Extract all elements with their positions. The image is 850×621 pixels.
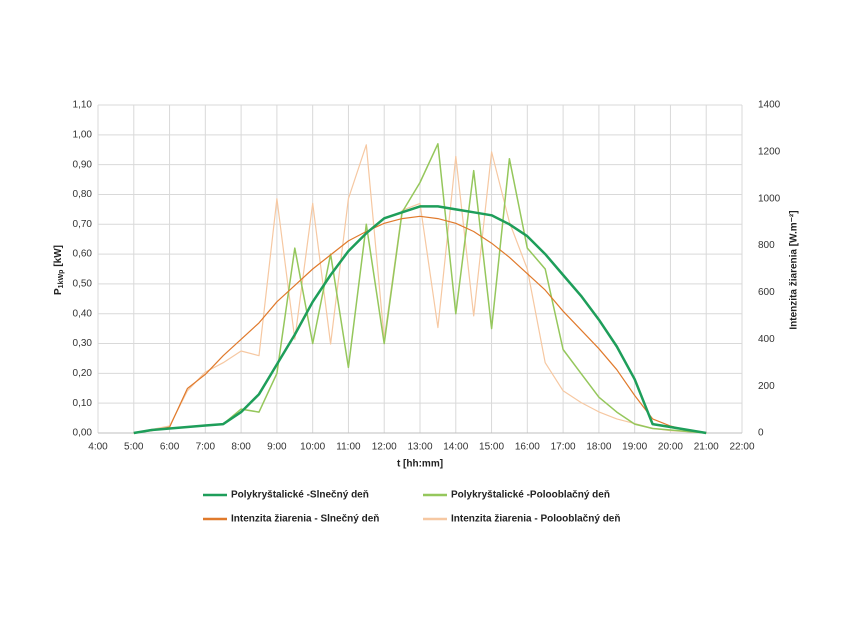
y2-tick-label: 1400	[758, 100, 781, 111]
legend-label: Intenzita žiarenia - Polooblačný deň	[451, 514, 620, 525]
x-tick-label: 6:00	[160, 442, 180, 453]
y-tick-label: 0,60	[73, 249, 93, 260]
x-tick-label: 8:00	[231, 442, 251, 453]
series-line	[133, 215, 707, 434]
y-tick-label: 0,90	[73, 159, 93, 170]
y-tick-label: 0,80	[73, 189, 93, 200]
x-tick-label: 21:00	[694, 442, 719, 453]
x-tick-label: 10:00	[300, 442, 325, 453]
legend-label: Polykryštalické -Slnečný deň	[231, 490, 369, 501]
x-tick-label: 16:00	[515, 442, 540, 453]
y2-tick-label: 200	[758, 381, 775, 392]
y2-axis-title: Intenzita žiarenia [W.m⁻²]	[789, 210, 800, 329]
x-tick-label: 20:00	[658, 442, 683, 453]
y2-tick-label: 1200	[758, 146, 781, 157]
legend-label: Intenzita žiarenia - Slnečný deň	[231, 514, 379, 525]
x-tick-label: 13:00	[407, 442, 432, 453]
x-tick-label: 12:00	[372, 442, 397, 453]
y-axis-title: P1kWp [kW]	[53, 245, 65, 295]
y-tick-label: 1,00	[73, 129, 93, 140]
y2-tick-label: 600	[758, 287, 775, 298]
x-tick-label: 9:00	[267, 442, 287, 453]
x-tick-label: 22:00	[729, 442, 754, 453]
y-tick-label: 1,10	[73, 100, 93, 111]
x-tick-label: 14:00	[443, 442, 468, 453]
legend-label: Polykryštalické -Polooblačný deň	[451, 490, 610, 501]
y-tick-label: 0,00	[73, 428, 93, 439]
y2-tick-label: 400	[758, 334, 775, 345]
series-line	[133, 144, 707, 434]
y-tick-label: 0,20	[73, 368, 93, 379]
y-axis-title-sub: 1kWp	[58, 270, 65, 289]
y-axis-title-main: P	[53, 288, 64, 295]
x-tick-label: 5:00	[124, 442, 144, 453]
x-tick-label: 4:00	[88, 442, 108, 453]
y-tick-label: 0,10	[73, 398, 93, 409]
x-tick-label: 7:00	[196, 442, 216, 453]
y2-tick-label: 0	[758, 428, 764, 439]
y2-tick-label: 1000	[758, 193, 781, 204]
x-tick-label: 15:00	[479, 442, 504, 453]
x-tick-label: 18:00	[586, 442, 611, 453]
y-axis-title-unit: [kW]	[53, 245, 64, 267]
y-tick-label: 0,50	[73, 279, 93, 290]
y2-tick-label: 800	[758, 240, 775, 251]
y-tick-label: 0,30	[73, 338, 93, 349]
series-line	[133, 205, 707, 435]
y-tick-label: 0,70	[73, 219, 93, 230]
x-tick-label: 17:00	[551, 442, 576, 453]
y-tick-label: 0,40	[73, 308, 93, 319]
x-tick-label: 11:00	[336, 442, 361, 453]
x-axis-title: t [hh:mm]	[397, 459, 443, 470]
x-tick-label: 19:00	[622, 442, 647, 453]
